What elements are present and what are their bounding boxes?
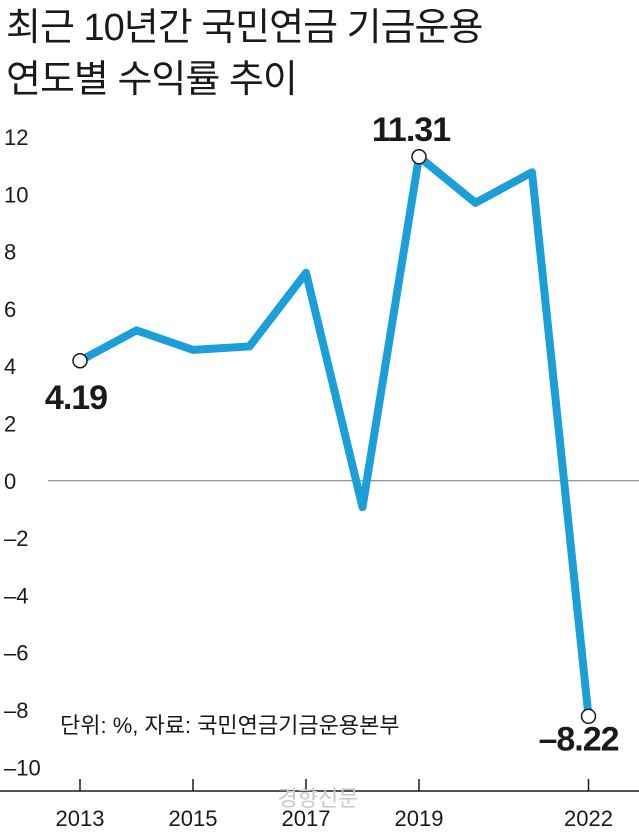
data-label: –8.22 (538, 720, 618, 758)
series-line (76, 152, 593, 721)
point-marker (411, 149, 427, 165)
x-tick-label: 2013 (56, 806, 105, 831)
point-marker (72, 353, 88, 369)
y-tick-label: 10 (4, 182, 28, 207)
y-tick-label: –2 (4, 526, 28, 551)
y-tick-label: 8 (4, 240, 16, 265)
point-marker (580, 708, 597, 725)
source-note: 단위: %, 자료: 국민연금기금운용본부 (60, 713, 400, 738)
y-tick-label: 0 (4, 469, 16, 494)
title-line-2: 연도별 수익률 추이 (6, 59, 298, 101)
watermark: 경향신문 (278, 786, 359, 811)
y-tick-label: –4 (4, 583, 28, 608)
point-markers (72, 149, 597, 725)
y-tick-label: –8 (4, 698, 28, 723)
y-tick-label: –6 (4, 641, 28, 666)
y-tick-label: 12 (4, 125, 28, 150)
title-line-1: 최근 10년간 국민연금 기금운용 (6, 7, 483, 49)
y-tick-label: 4 (4, 354, 16, 379)
x-tick-label: 2022 (564, 806, 613, 831)
y-tick-label: 2 (4, 412, 16, 437)
x-tick-label: 2015 (169, 806, 218, 831)
x-tick-label: 2019 (395, 806, 444, 831)
y-axis-ticks: 12 10 8 6 4 2 0 –2 –4 –6 –8 –10 (4, 125, 41, 780)
y-tick-label: 6 (4, 297, 16, 322)
x-axis-ticks: 2013 2015 2017 2019 2022 (56, 779, 613, 831)
chart-title: 최근 10년간 국민연금 기금운용 연도별 수익률 추이 (6, 2, 483, 106)
data-label: 4.19 (45, 379, 107, 417)
y-tick-label: –10 (4, 755, 41, 780)
x-tick-label: 2017 (282, 806, 331, 831)
data-label: 11.31 (372, 111, 450, 149)
data-labels: 4.19 11.31 –8.22 (45, 111, 620, 759)
